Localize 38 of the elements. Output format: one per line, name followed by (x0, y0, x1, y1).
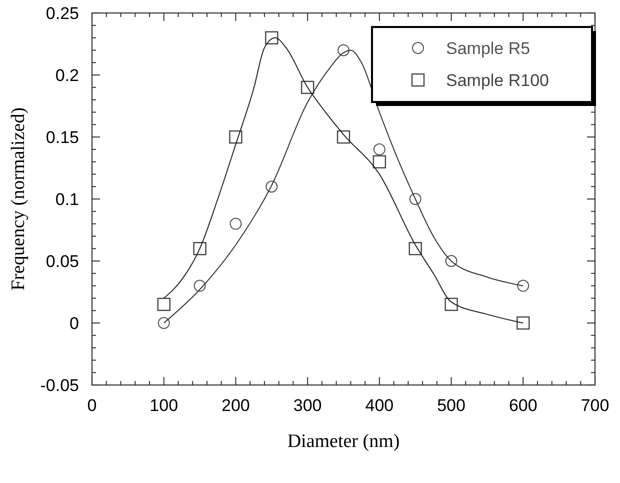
point (516, 316, 530, 330)
y-tick-label: 0 (70, 314, 79, 333)
point (372, 155, 386, 168)
y-axis-title: Frequency (normalized) (8, 107, 29, 291)
point (408, 242, 422, 256)
point (229, 130, 242, 144)
point (444, 298, 458, 311)
point (194, 280, 206, 292)
x-tick-label: 200 (222, 396, 250, 415)
point (193, 242, 206, 256)
point (517, 280, 530, 292)
point (338, 44, 350, 56)
x-tick-label: 100 (150, 396, 178, 415)
point (336, 130, 350, 144)
x-tick-label: 400 (365, 396, 394, 415)
point (445, 255, 458, 267)
x-tick-label: 300 (293, 396, 322, 415)
point (266, 180, 278, 193)
x-tick-label: 0 (87, 396, 97, 415)
y-tick-label: 0.05 (46, 252, 79, 271)
point (157, 298, 170, 311)
x-tick-label: 600 (508, 396, 538, 415)
point (230, 218, 242, 230)
point (409, 193, 422, 205)
x-tick-label: 500 (437, 396, 466, 415)
y-tick-label: -0.05 (40, 376, 79, 395)
point (265, 31, 278, 44)
y-tick-label: 0.2 (55, 66, 79, 85)
y-tick-label: 0.25 (46, 4, 79, 23)
y-tick-label: 0.1 (55, 190, 79, 209)
point (373, 143, 386, 156)
point (300, 80, 314, 94)
y-tick-label: 0.15 (46, 128, 79, 147)
legend-label: Sample R100 (446, 71, 550, 90)
x-axis-title: Diameter (nm) (287, 431, 400, 452)
point (158, 317, 170, 329)
x-tick-label: 700 (580, 396, 610, 415)
legend-label: Sample R5 (446, 39, 530, 58)
